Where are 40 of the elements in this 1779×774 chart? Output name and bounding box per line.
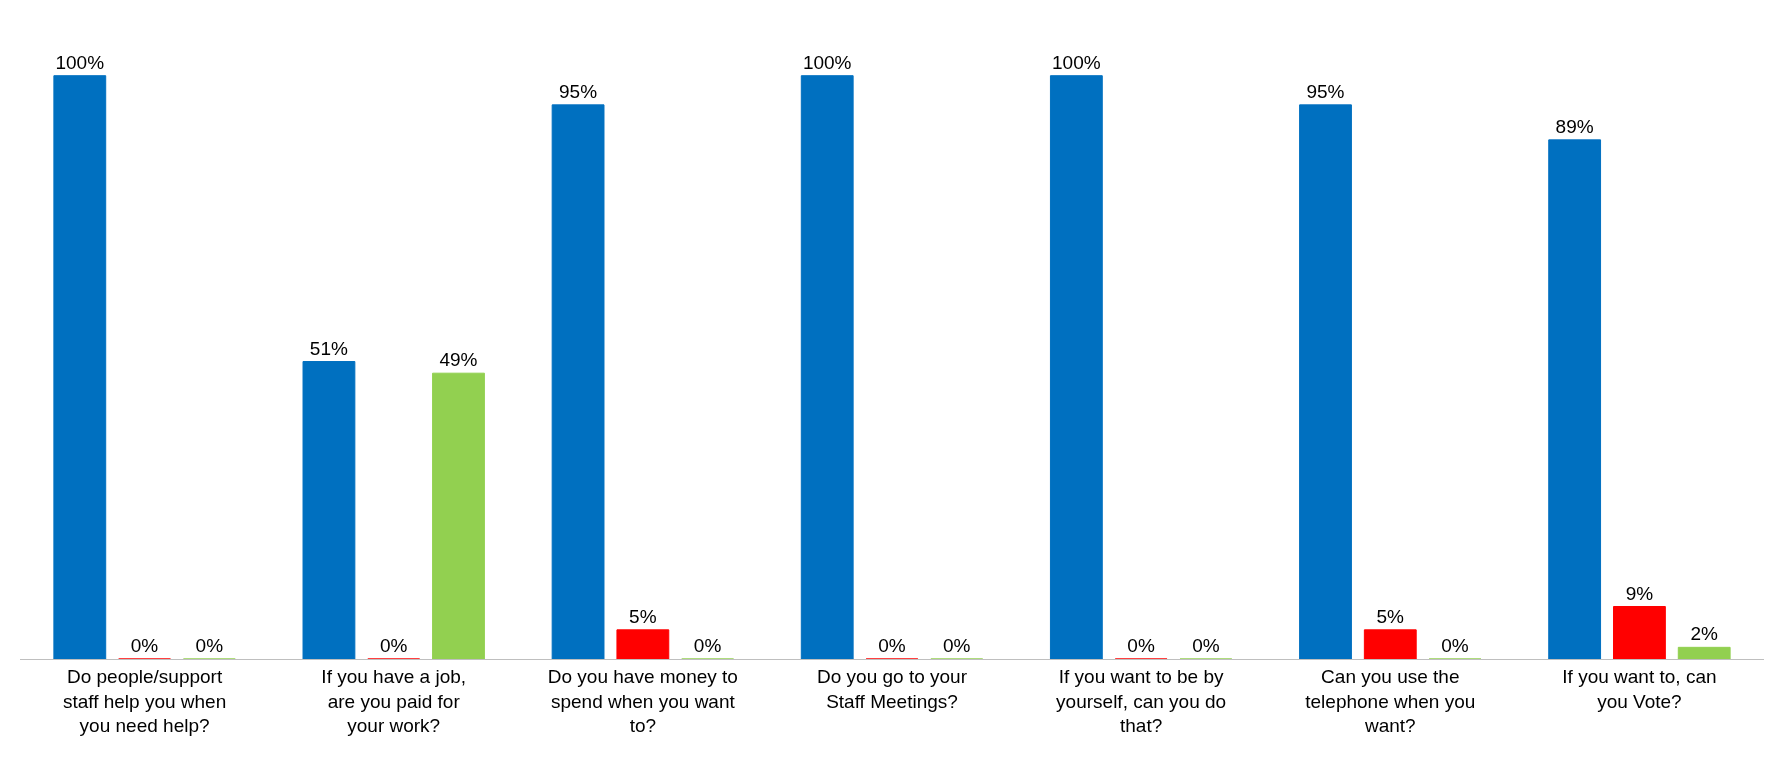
data-label: 2%	[1690, 623, 1718, 645]
data-label: 0%	[878, 635, 906, 656]
data-label: 0%	[943, 635, 971, 656]
bar	[302, 361, 356, 659]
data-label: 100%	[1052, 51, 1101, 73]
data-label: 0%	[379, 635, 408, 656]
bar	[432, 372, 485, 659]
bar	[1049, 75, 1103, 659]
x-tick-label: If you have a job, are you paid for your work?	[321, 665, 467, 737]
bar	[1363, 629, 1417, 659]
data-label: 0%	[693, 635, 722, 656]
bar	[1613, 606, 1666, 659]
data-label: 0%	[1441, 635, 1469, 656]
data-label: 5%	[629, 605, 657, 627]
data-label: 0%	[1127, 635, 1155, 656]
bar	[551, 104, 605, 659]
data-label: 95%	[1306, 80, 1345, 102]
x-tick-label: Do you go to your Staff Meetings?	[817, 665, 968, 712]
x-tick-label: If you want to be by yourself, can you do that?	[1056, 665, 1227, 737]
data-label: 51%	[309, 337, 349, 359]
data-label: 0%	[130, 635, 159, 656]
bar	[800, 75, 854, 659]
data-label: 95%	[559, 80, 598, 102]
data-label: 5%	[1376, 605, 1405, 627]
bar	[1677, 646, 1731, 659]
bar	[1548, 139, 1602, 659]
data-label: 100%	[802, 51, 852, 73]
x-tick-label: Do people/support staff help you when you need help?	[62, 665, 227, 737]
data-label: 0%	[195, 635, 224, 656]
data-label: 89%	[1555, 115, 1594, 137]
x-tick-label: If you want to, can you Vote?	[1562, 665, 1717, 712]
x-tick-label: Do you have money to spend when you want to?	[547, 665, 738, 737]
data-label: 9%	[1625, 582, 1654, 604]
bar	[616, 629, 670, 659]
data-label: 49%	[439, 349, 478, 371]
bar	[1299, 104, 1352, 659]
data-label: 0%	[1192, 635, 1220, 656]
data-label: 100%	[55, 51, 105, 73]
bar	[53, 75, 107, 659]
x-tick-label: Can you use the telephone when you want?	[1305, 665, 1476, 737]
